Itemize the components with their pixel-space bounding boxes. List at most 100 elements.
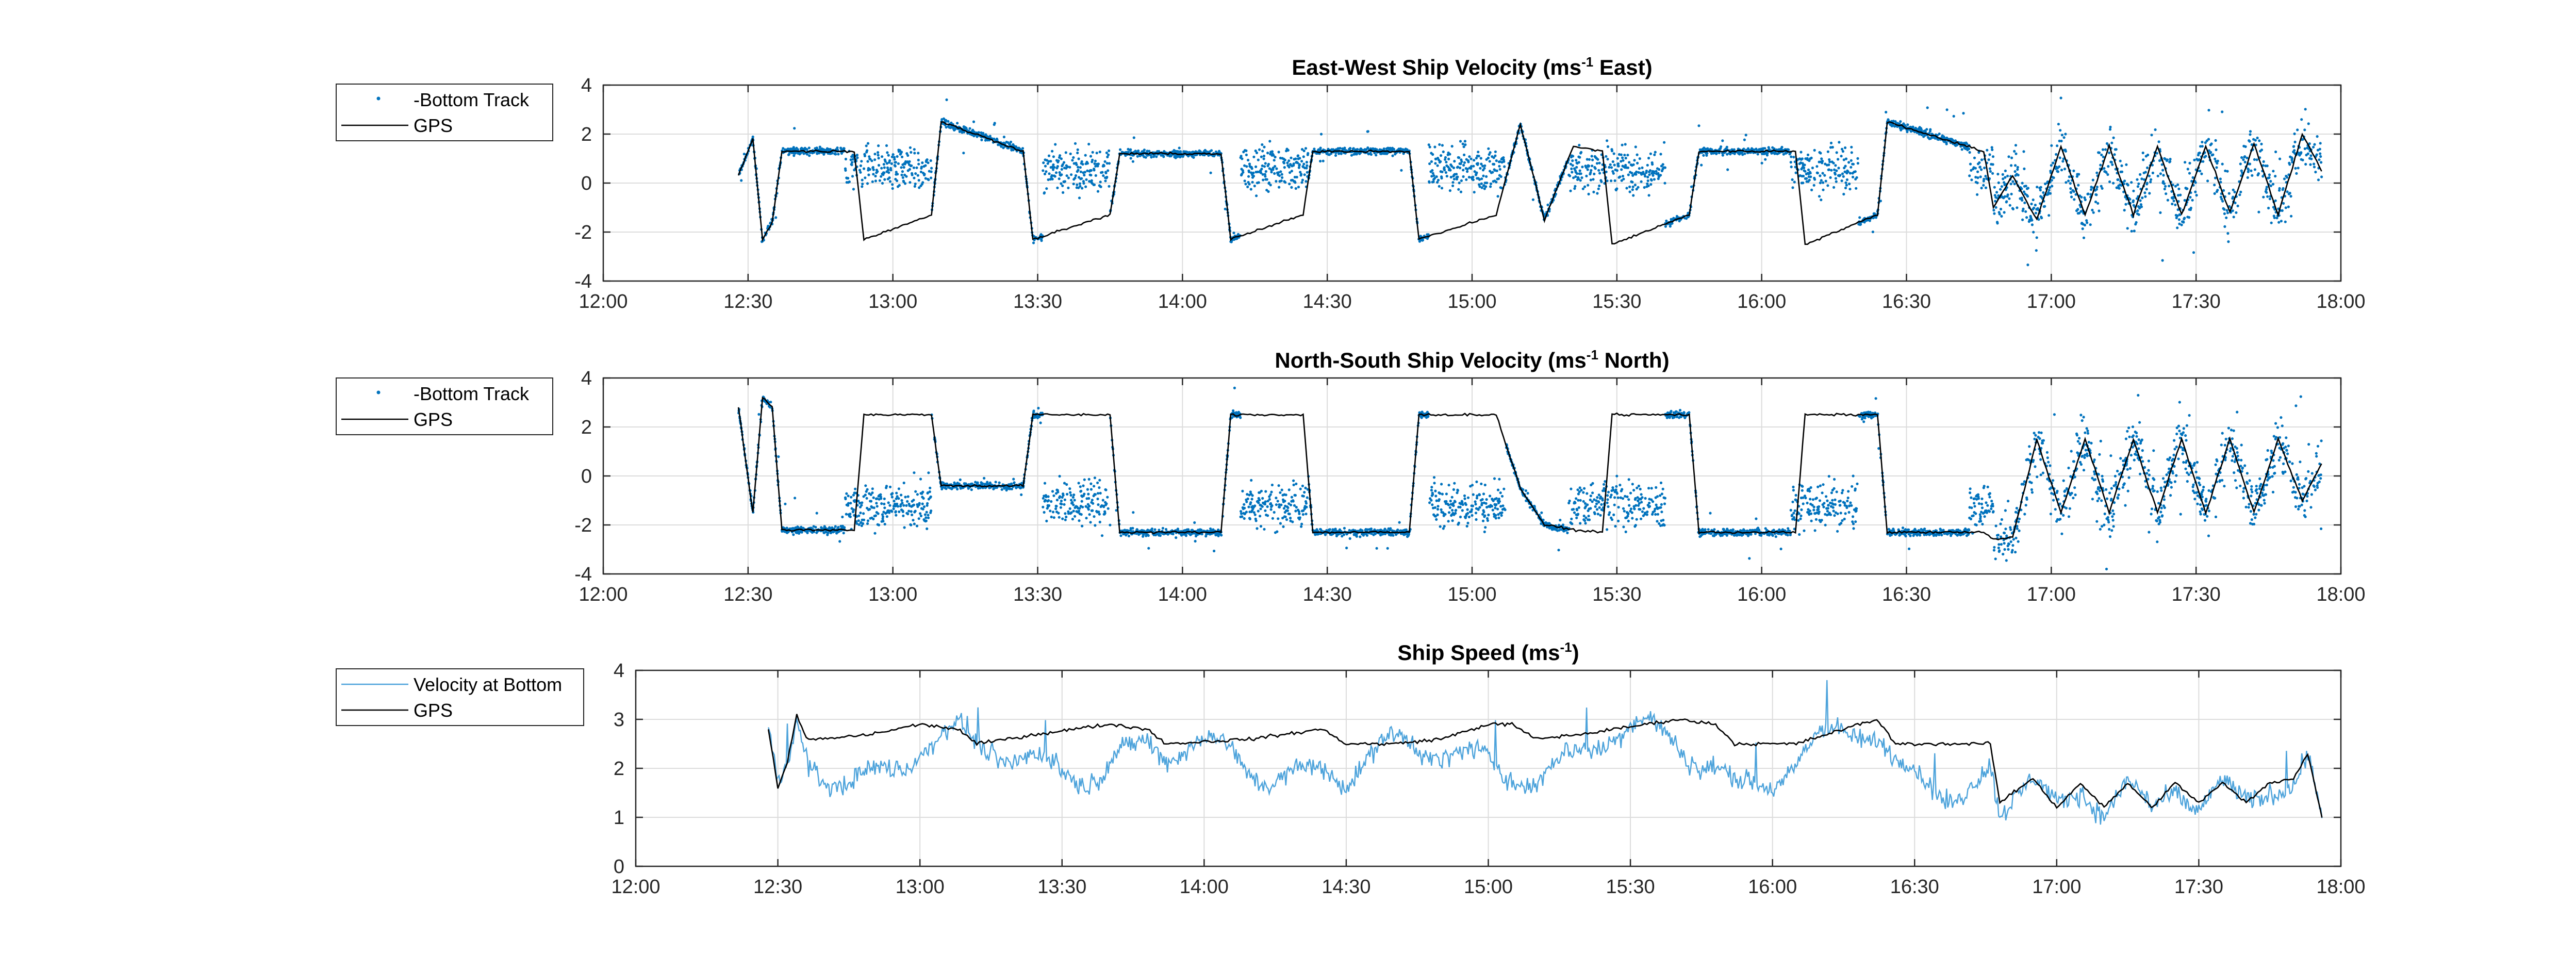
bottom-track-point bbox=[1608, 166, 1611, 169]
bottom-track-point bbox=[2219, 180, 2222, 184]
bottom-track-point bbox=[1874, 216, 1878, 219]
bottom-track-point bbox=[2081, 227, 2084, 231]
bottom-track-point bbox=[1079, 166, 1082, 169]
bottom-track-point bbox=[1069, 493, 1072, 497]
bottom-track-point bbox=[2223, 212, 2226, 215]
bottom-track-point bbox=[883, 178, 886, 181]
bottom-track-point bbox=[2225, 209, 2228, 212]
bottom-track-point bbox=[1991, 148, 1994, 151]
bottom-track-point bbox=[900, 151, 903, 154]
bottom-track-point bbox=[2003, 211, 2006, 214]
bottom-track-point bbox=[914, 183, 917, 186]
bottom-track-point bbox=[1619, 175, 1622, 178]
bottom-track-point bbox=[1438, 185, 1441, 188]
bottom-track-point bbox=[2207, 149, 2210, 152]
bottom-track-point bbox=[2033, 206, 2036, 209]
bottom-track-point bbox=[2013, 150, 2016, 153]
bottom-track-point bbox=[757, 413, 761, 416]
bottom-track-point bbox=[1060, 182, 1063, 185]
bottom-track-point bbox=[2198, 158, 2201, 161]
bottom-track-point bbox=[1596, 192, 1599, 195]
bottom-track-point bbox=[1852, 162, 1855, 166]
bottom-track-point bbox=[792, 154, 796, 157]
bottom-track-point bbox=[1598, 172, 1601, 175]
bottom-track-point bbox=[794, 497, 797, 500]
bottom-track-point bbox=[1048, 172, 1051, 175]
bottom-track-point bbox=[1621, 174, 1625, 178]
bottom-track-point bbox=[2126, 184, 2129, 187]
bottom-track-point bbox=[1080, 513, 1083, 516]
bottom-track-point bbox=[883, 171, 886, 174]
bottom-track-point bbox=[1822, 188, 1825, 191]
bottom-track-point bbox=[1472, 175, 1475, 178]
bottom-track-point bbox=[1478, 178, 1481, 181]
bottom-track-point bbox=[863, 154, 866, 157]
bottom-track-point bbox=[1355, 153, 1358, 156]
bottom-track-point bbox=[866, 488, 869, 491]
bottom-track-point bbox=[1336, 147, 1340, 150]
bottom-track-point bbox=[1313, 147, 1316, 151]
bottom-track-point bbox=[1998, 212, 2001, 216]
bottom-track-point bbox=[1721, 139, 1724, 142]
bottom-track-point bbox=[1462, 145, 1465, 149]
bottom-track-point bbox=[1286, 149, 1290, 152]
bottom-track-point bbox=[1452, 177, 1456, 180]
bottom-track-point bbox=[857, 523, 861, 526]
bottom-track-point bbox=[907, 509, 911, 513]
bottom-track-point bbox=[1080, 177, 1083, 180]
bottom-track-point bbox=[1089, 169, 1093, 172]
bottom-track-point bbox=[2272, 170, 2275, 173]
bottom-track-point bbox=[1430, 175, 1433, 178]
bottom-track-point bbox=[1088, 180, 1091, 183]
bottom-track-point bbox=[1255, 151, 1259, 154]
bottom-track-point bbox=[1611, 170, 1614, 173]
bottom-track-point bbox=[924, 177, 927, 180]
bottom-track-point bbox=[1840, 179, 1843, 183]
bottom-track-point bbox=[2146, 153, 2150, 157]
bottom-track-point bbox=[2292, 145, 2296, 148]
bottom-track-point bbox=[1104, 171, 1108, 174]
bottom-track-point bbox=[2194, 190, 2197, 193]
bottom-track-point bbox=[2195, 194, 2198, 197]
bottom-track-point bbox=[2182, 221, 2185, 224]
bottom-track-point bbox=[1042, 497, 1045, 500]
bottom-track-point bbox=[1621, 143, 1624, 146]
legend-box bbox=[336, 84, 553, 141]
bottom-track-point bbox=[792, 146, 795, 149]
bottom-track-point bbox=[1597, 187, 1600, 190]
bottom-track-point bbox=[850, 507, 853, 510]
bottom-track-point bbox=[1102, 505, 1105, 508]
bottom-track-point bbox=[1079, 170, 1082, 173]
bottom-track-point bbox=[902, 504, 905, 507]
bottom-track-point bbox=[1366, 146, 1369, 150]
bottom-track-point bbox=[2290, 215, 2293, 218]
bottom-track-point bbox=[2178, 213, 2182, 217]
bottom-track-point bbox=[1581, 166, 1584, 169]
bottom-track-point bbox=[1303, 173, 1306, 176]
bottom-track-point bbox=[1993, 212, 1996, 215]
bottom-track-point bbox=[2232, 195, 2235, 199]
bottom-track-point bbox=[1631, 174, 1634, 177]
bottom-track-point bbox=[1906, 123, 1909, 126]
bottom-track-point bbox=[1369, 153, 1373, 156]
bottom-track-point bbox=[1070, 499, 1073, 502]
bottom-track-point bbox=[1150, 156, 1153, 159]
bottom-track-point bbox=[1247, 175, 1250, 178]
bottom-track-point bbox=[1107, 153, 1110, 156]
bottom-track-point bbox=[1263, 173, 1266, 176]
bottom-track-point bbox=[2063, 168, 2067, 171]
bottom-track-point bbox=[1343, 146, 1346, 150]
bottom-track-point bbox=[1074, 515, 1077, 518]
bottom-track-point bbox=[1645, 169, 1648, 173]
bottom-track-point bbox=[861, 501, 864, 504]
bottom-track-point bbox=[1576, 172, 1579, 175]
bottom-track-point bbox=[1631, 185, 1634, 188]
bottom-track-point bbox=[876, 505, 879, 508]
bottom-track-point bbox=[1000, 145, 1003, 148]
bottom-track-point bbox=[1794, 171, 1797, 174]
bottom-track-point bbox=[1640, 180, 1643, 183]
bottom-track-point bbox=[1349, 146, 1352, 150]
bottom-track-point bbox=[2277, 221, 2281, 224]
bottom-track-point bbox=[877, 523, 881, 526]
